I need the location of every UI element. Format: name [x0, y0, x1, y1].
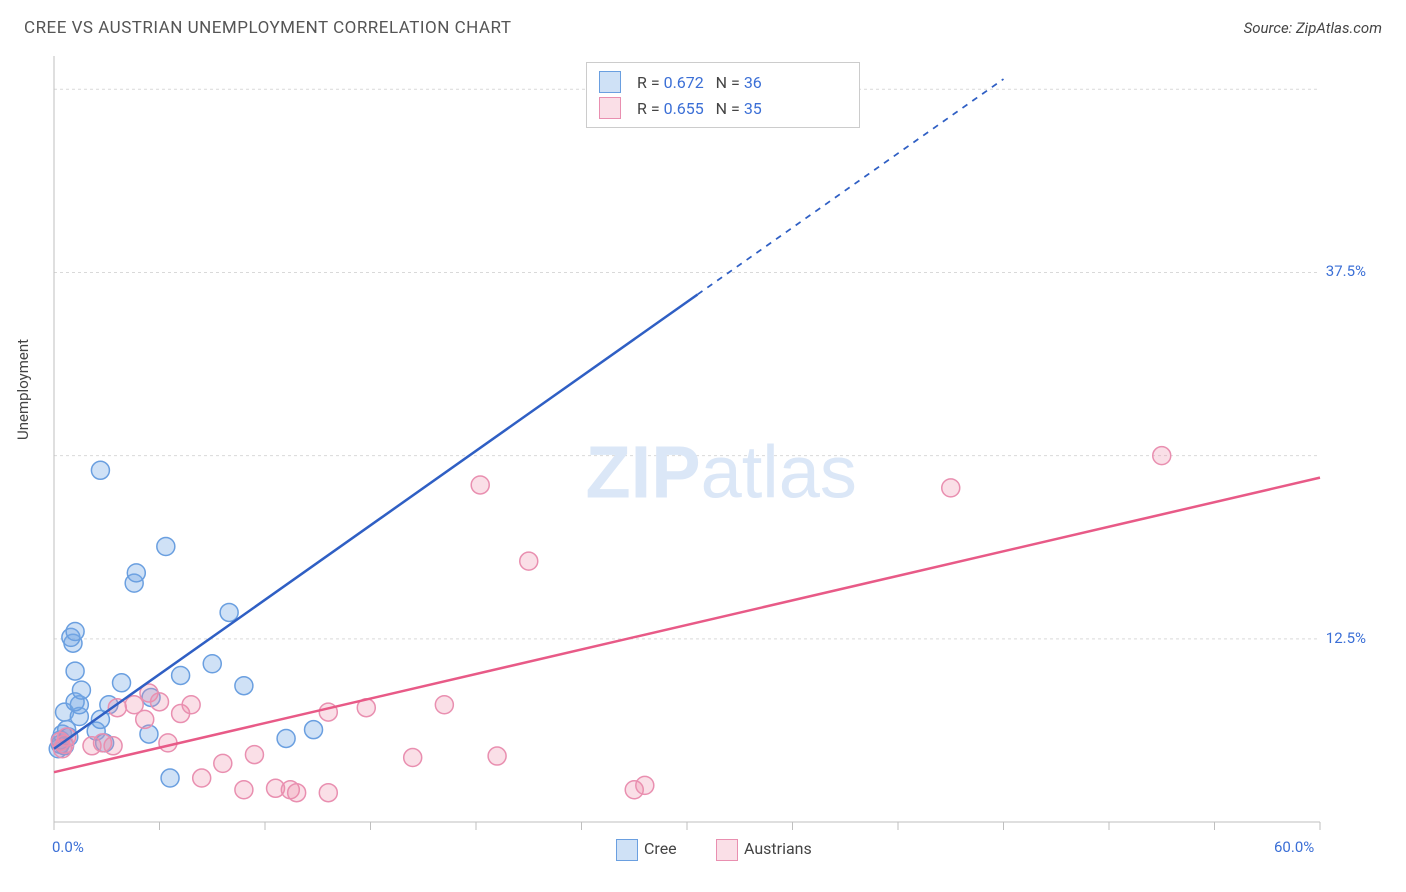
scatter-point: [471, 476, 489, 494]
y-axis-label: Unemployment: [14, 339, 32, 440]
series-legend-item: Cree: [616, 839, 677, 861]
trend-line: [54, 294, 698, 748]
y-tick-label: 37.5%: [1326, 262, 1366, 280]
scatter-point: [104, 737, 122, 755]
scatter-point: [235, 677, 253, 695]
scatter-point: [91, 461, 109, 479]
scatter-point: [435, 696, 453, 714]
scatter-point: [66, 623, 84, 641]
chart-source: Source: ZipAtlas.com: [1244, 19, 1382, 37]
scatter-point: [127, 564, 145, 582]
x-tick-label: 0.0%: [52, 838, 84, 856]
legend-swatch: [599, 97, 621, 119]
scatter-point: [159, 734, 177, 752]
scatter-point: [235, 781, 253, 799]
chart-plot-area: ZIPatlas 12.5% 37.5% 0.0% 60.0% R = 0.672 N …: [48, 52, 1368, 862]
scatter-point: [942, 479, 960, 497]
scatter-point: [319, 784, 337, 802]
scatter-point: [404, 749, 422, 767]
series-name: Cree: [644, 839, 677, 858]
scatter-point: [520, 552, 538, 570]
scatter-point: [72, 681, 90, 699]
legend-row: R = 0.672 N = 36: [599, 69, 847, 95]
scatter-point: [203, 655, 221, 673]
trend-line: [54, 478, 1320, 773]
svg-text:ZIPatlas: ZIPatlas: [585, 431, 856, 514]
scatter-point: [288, 784, 306, 802]
scatter-point: [161, 769, 179, 787]
legend-stats: R = 0.655 N = 35: [637, 99, 762, 118]
legend-swatch: [716, 839, 738, 861]
scatter-point: [220, 603, 238, 621]
scatter-point: [305, 721, 323, 739]
scatter-point: [172, 666, 190, 684]
legend-swatch: [616, 839, 638, 861]
scatter-point: [66, 662, 84, 680]
scatter-point: [113, 674, 131, 692]
legend-stats: R = 0.672 N = 36: [637, 73, 762, 92]
series-legend-item: Austrians: [716, 839, 812, 861]
scatter-point: [151, 693, 169, 711]
legend-swatch: [599, 71, 621, 93]
scatter-point: [488, 747, 506, 765]
scatter-point: [277, 729, 295, 747]
scatter-point: [182, 696, 200, 714]
scatter-point: [245, 746, 263, 764]
scatter-point: [136, 710, 154, 728]
y-tick-label: 12.5%: [1326, 629, 1366, 647]
series-name: Austrians: [744, 839, 812, 858]
x-tick-label: 60.0%: [1274, 838, 1314, 856]
scatter-point: [636, 776, 654, 794]
scatter-chart: ZIPatlas: [48, 52, 1368, 862]
correlation-legend: R = 0.672 N = 36 R = 0.655 N = 35: [586, 62, 860, 128]
scatter-point: [1153, 447, 1171, 465]
scatter-point: [157, 538, 175, 556]
scatter-point: [193, 769, 211, 787]
chart-title: CREE VS AUSTRIAN UNEMPLOYMENT CORRELATIO…: [24, 18, 511, 38]
legend-row: R = 0.655 N = 35: [599, 95, 847, 121]
scatter-point: [214, 754, 232, 772]
